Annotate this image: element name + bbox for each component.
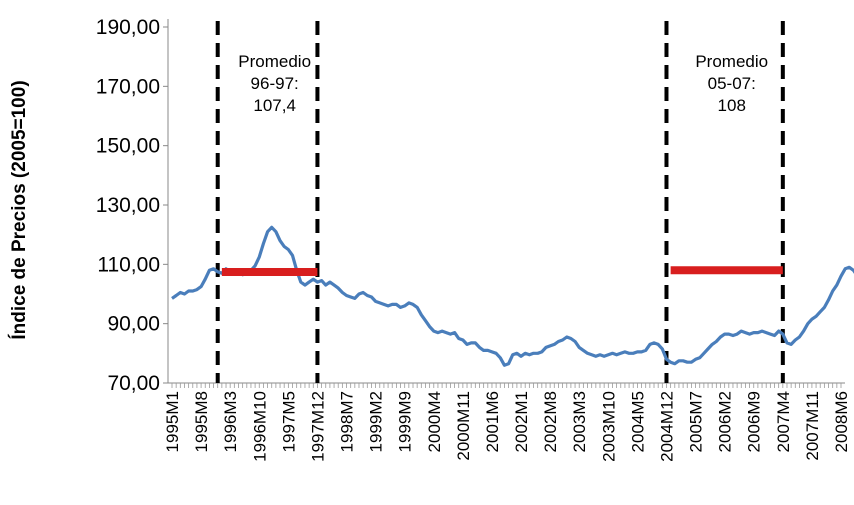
average-annotation: 05-07: — [708, 74, 756, 93]
x-tick-label: 2003M10 — [599, 391, 618, 462]
x-tick-label: 1995M1 — [163, 391, 182, 452]
x-tick-label: 1996M3 — [221, 391, 240, 452]
x-tick-label: 1998M7 — [338, 391, 357, 452]
y-tick-label: 90,00 — [107, 313, 160, 336]
y-tick-label: 190,00 — [96, 16, 160, 39]
average-annotation: 96-97: — [251, 74, 299, 93]
x-tick-label: 2004M12 — [657, 391, 676, 462]
x-axis: 1995M1 1995M8 1996M3 1996M10 1997M5 1997M12 19… — [163, 382, 851, 462]
x-tick-label: 1996M10 — [250, 391, 269, 462]
x-tick-label: 2007M11 — [803, 391, 822, 461]
y-axis: 190,00 170,00 150,00 130,00 110,00 90,00 70,00 — [96, 16, 169, 395]
x-tick-label: 2002M8 — [541, 391, 560, 452]
x-tick-label: 2008M6 — [832, 391, 851, 452]
x-tick-label: 2006M9 — [745, 391, 764, 452]
average-annotation: 108 — [718, 96, 746, 115]
x-tick-label: 2003M3 — [570, 391, 589, 452]
x-tick-label: 1997M5 — [279, 391, 298, 452]
x-tick-label: 2001M6 — [483, 391, 502, 452]
x-tick-label: 1999M9 — [396, 391, 415, 452]
average-annotation: Promedio — [238, 52, 311, 71]
x-tick-label: 2002M1 — [512, 391, 531, 452]
y-tick-label: 150,00 — [96, 135, 160, 158]
x-tick-label: 2005M7 — [687, 391, 706, 452]
x-tick-label: 2004M5 — [628, 391, 647, 452]
y-tick-label: 70,00 — [107, 372, 160, 395]
average-annotation: 107,4 — [253, 96, 296, 115]
x-tick-label: 1999M2 — [367, 391, 386, 452]
y-tick-label: 130,00 — [96, 194, 160, 217]
price-index-line — [171, 225, 854, 367]
x-tick-label: 1995M8 — [192, 391, 211, 452]
series-lines — [171, 225, 854, 367]
average-annotation: Promedio — [695, 52, 768, 71]
y-tick-label: 110,00 — [97, 253, 160, 276]
x-tick-label: 2006M2 — [716, 391, 735, 452]
y-tick-label: 170,00 — [96, 75, 160, 98]
x-tick-label: 2007M4 — [774, 391, 793, 452]
x-tick-label: 1997M12 — [308, 391, 327, 462]
y-axis-label: Índice de Precios (2005=100) — [8, 80, 30, 339]
average-highlights: Promedio 96-97: 107,4 Promedio 05-07: 108 — [221, 52, 783, 277]
x-tick-label: 2000M11 — [454, 391, 473, 461]
period-markers — [215, 21, 785, 383]
x-tick-label: 2000M4 — [425, 391, 444, 452]
